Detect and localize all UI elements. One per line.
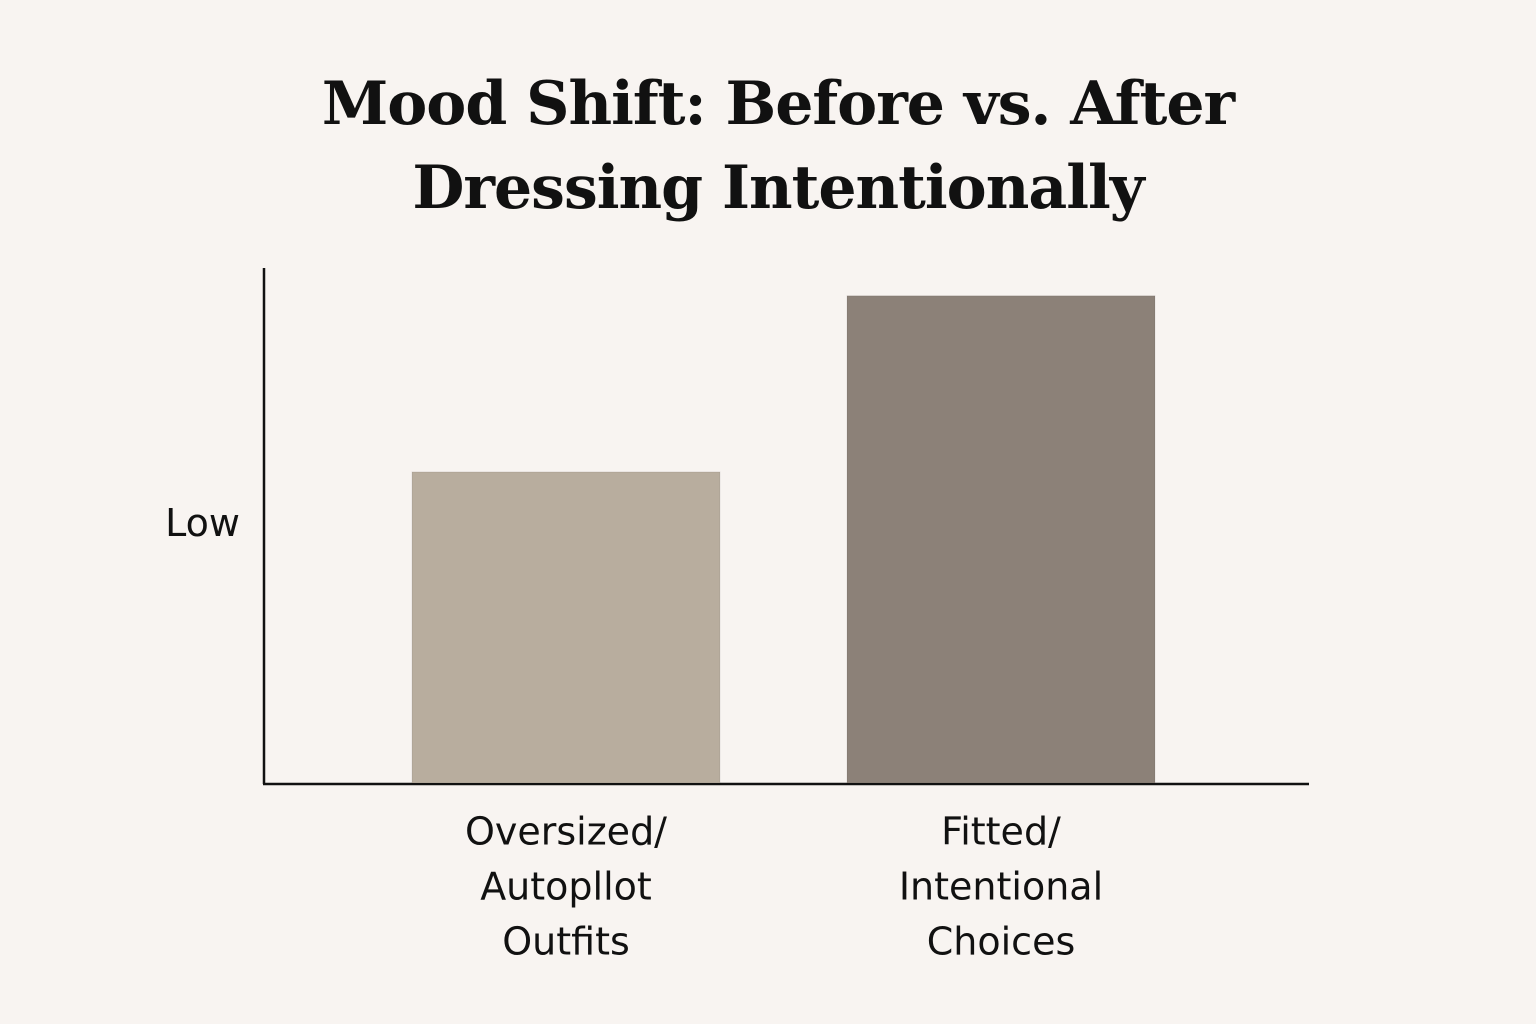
x-tick-label: Fitted/ [941, 810, 1061, 854]
x-tick-label: Choices [927, 920, 1076, 964]
bar [846, 295, 1156, 784]
x-tick-label: Outfits [502, 920, 630, 964]
chart-title: Mood Shift: Before vs. After Dressing In… [321, 69, 1235, 223]
y-tick-label: Low [165, 501, 240, 545]
x-tick-label: Oversized/ [465, 810, 667, 854]
x-tick-label: Autopllot [480, 865, 652, 909]
x-tick-label: Intentional [899, 865, 1103, 909]
bar [411, 471, 721, 784]
